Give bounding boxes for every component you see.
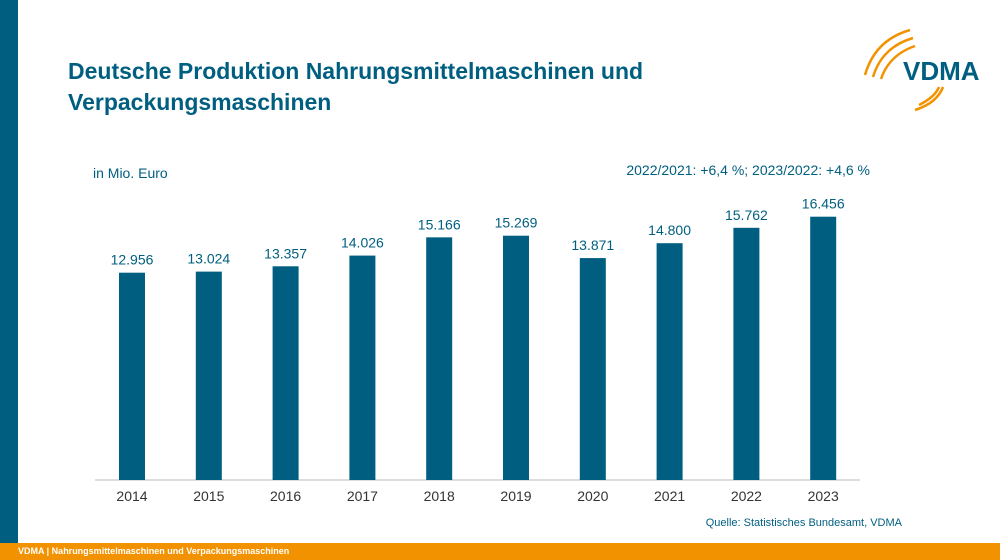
- bar-chart: 12.956 2014 13.024 2015 13.357 2016 14.026 2017…: [95, 196, 860, 504]
- bar-2021: [656, 243, 683, 480]
- data-label: 14.800: [648, 222, 691, 238]
- chart-title: Deutsche Produktion Nahrungsmittelmaschi…: [68, 58, 644, 115]
- bar-2015: [195, 271, 222, 480]
- bar-2018: [426, 237, 453, 480]
- bar-2014: [119, 272, 145, 480]
- data-label: 13.357: [264, 245, 307, 261]
- bar-2020: [579, 258, 606, 480]
- x-tick-label: 2016: [270, 488, 301, 504]
- x-tick-label: 2018: [424, 488, 455, 504]
- data-label: 16.456: [802, 196, 845, 212]
- x-tick-label: 2021: [654, 488, 685, 504]
- bar-2022: [733, 227, 760, 480]
- x-tick-label: 2020: [577, 488, 608, 504]
- x-tick-label: 2015: [193, 488, 224, 504]
- x-tick-label: 2019: [500, 488, 531, 504]
- x-tick-label: 2014: [116, 488, 147, 504]
- y-axis-unit: in Mio. Euro: [93, 165, 168, 181]
- bar-2016: [272, 266, 299, 480]
- svg-text:VDMA: VDMA: [903, 56, 980, 86]
- footer-bar: VDMA | Nahrungsmittelmaschinen und Verpa…: [0, 543, 1000, 560]
- left-accent-bar: [0, 0, 18, 543]
- x-tick-label: 2017: [347, 488, 378, 504]
- vdma-logo: VDMA: [863, 28, 980, 112]
- data-label: 14.026: [341, 235, 384, 251]
- source-note: Quelle: Statistisches Bundesamt, VDMA: [705, 517, 902, 529]
- data-label: 13.024: [187, 251, 230, 267]
- data-label: 15.762: [725, 207, 768, 223]
- bar-2019: [503, 235, 529, 480]
- data-label: 12.956: [111, 252, 154, 268]
- growth-annotation: 2022/2021: +6,4 %; 2023/2022: +4,6 %: [626, 162, 870, 178]
- data-label: 13.871: [571, 237, 614, 253]
- x-tick-label: 2023: [808, 488, 839, 504]
- bar-2017: [349, 255, 376, 480]
- data-label: 15.166: [418, 216, 461, 232]
- bar-2023: [810, 216, 837, 481]
- x-tick-label: 2022: [731, 488, 762, 504]
- data-label: 15.269: [495, 215, 538, 231]
